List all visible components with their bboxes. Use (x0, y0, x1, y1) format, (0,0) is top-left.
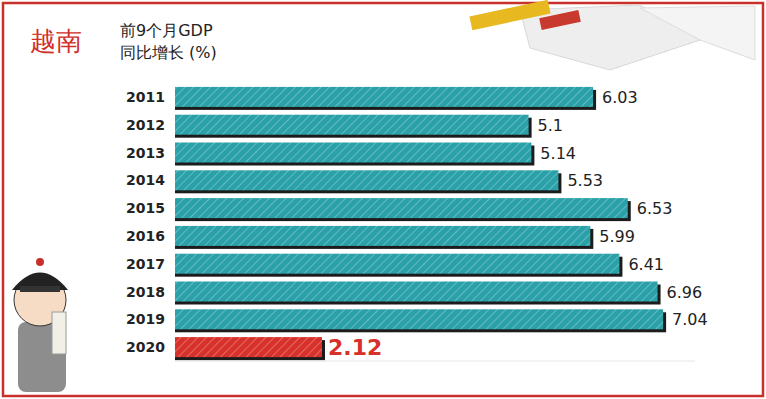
category-label: 2011 (126, 89, 165, 105)
category-label: 2015 (126, 200, 165, 216)
cartoon-figure (12, 258, 68, 392)
chart-root: 越南 前9个月GDP 同比增长 (%) 2011 6.03 2012 5.1 2013 5.14… (0, 0, 766, 399)
category-label: 2014 (126, 172, 165, 188)
bar (175, 170, 558, 190)
labels: 2011 6.03 2012 5.1 2013 5.14 2014 5.53 2015 6.53 2… (126, 88, 708, 360)
pencil-deco (469, 0, 550, 30)
paper-deco (640, 6, 755, 60)
bar (175, 198, 628, 218)
data-label: 6.53 (637, 199, 673, 218)
data-label: 6.96 (667, 283, 703, 302)
data-label: 7.04 (672, 310, 708, 329)
x-axis-line (175, 361, 695, 362)
bars (175, 87, 666, 360)
category-label: 2018 (126, 284, 165, 300)
annotation: 越南 (30, 26, 82, 56)
subtitle: 同比增长 (%) (120, 43, 217, 62)
bar-group (175, 198, 631, 221)
data-label: 6.03 (602, 88, 638, 107)
bar (175, 282, 658, 302)
category-label: 2017 (126, 256, 165, 272)
bar-group (175, 309, 666, 332)
data-label: 5.14 (540, 144, 576, 163)
category-label: 2020 (126, 339, 165, 355)
bar-group (175, 170, 561, 193)
bar (175, 143, 531, 163)
data-label: 6.41 (628, 255, 664, 274)
category-label: 2013 (126, 145, 165, 161)
bar (175, 337, 322, 357)
bar (175, 254, 619, 274)
bar-group (175, 254, 622, 277)
category-label: 2016 (126, 228, 165, 244)
data-label: 2.12 (328, 335, 382, 360)
chart: 越南 前9个月GDP 同比增长 (%) 2011 6.03 2012 5.1 2013 5.14… (0, 0, 766, 399)
bar-group (175, 143, 534, 166)
figure-hat-knob (36, 258, 44, 266)
data-label: 5.1 (538, 116, 563, 135)
category-label: 2019 (126, 311, 165, 327)
bar (175, 87, 593, 107)
data-label: 5.53 (567, 171, 603, 190)
bar (175, 115, 529, 135)
bar-group (175, 87, 596, 110)
figure-sign (52, 312, 66, 354)
title: 前9个月GDP (120, 21, 213, 40)
data-label: 5.99 (599, 227, 635, 246)
bar (175, 226, 590, 246)
figure-hat-band (20, 286, 60, 292)
bar-group (175, 115, 532, 138)
bar-group (175, 337, 325, 360)
category-label: 2012 (126, 117, 165, 133)
bar (175, 309, 663, 329)
frame (3, 3, 763, 396)
pencil-deco (539, 10, 581, 30)
background (0, 0, 766, 399)
bar-group (175, 226, 593, 249)
bar-group (175, 282, 661, 305)
